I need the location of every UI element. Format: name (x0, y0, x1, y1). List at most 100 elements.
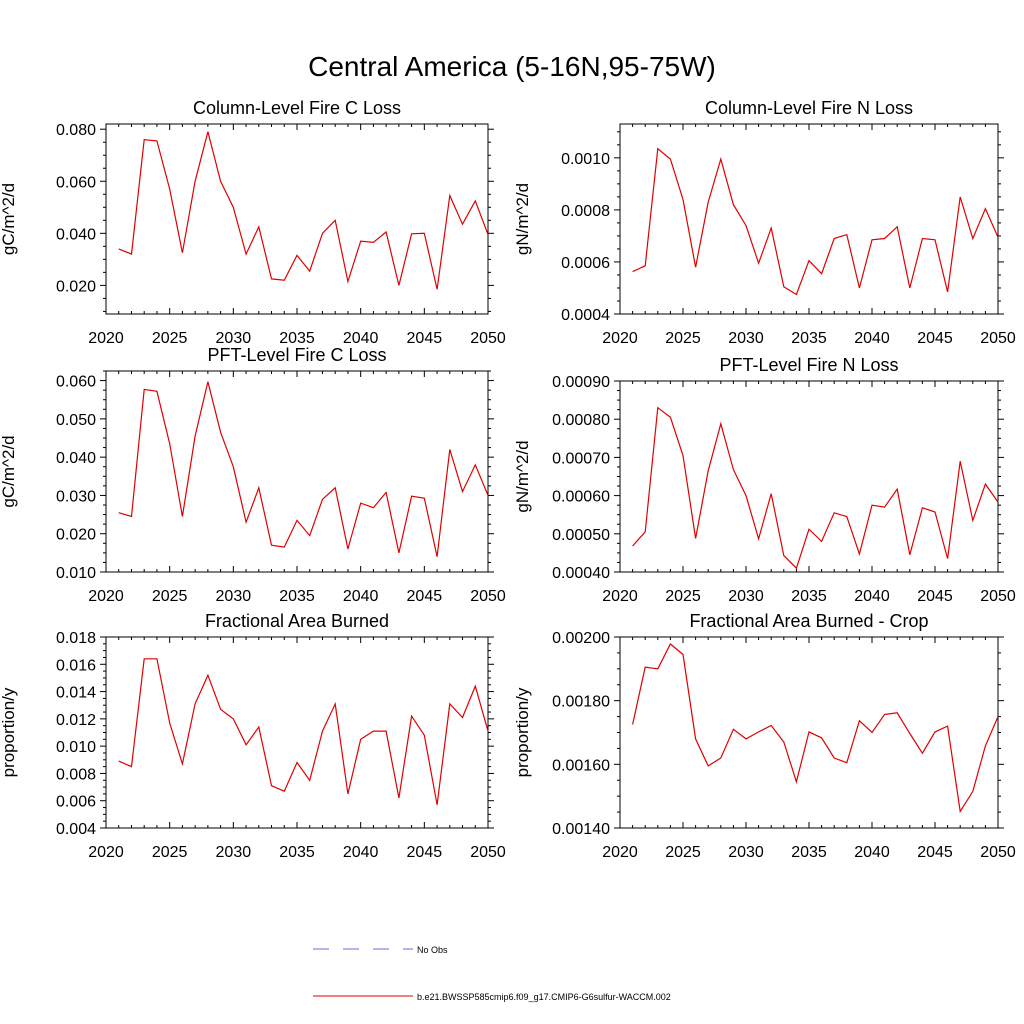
series-line (632, 643, 999, 814)
y-tick-label: 0.006 (56, 794, 96, 811)
x-tick-label: 2025 (152, 588, 188, 605)
chart-panel: Fractional Area Burned - Crop proportion/… (513, 611, 1016, 861)
series-line (118, 381, 489, 557)
y-tick-label: 0.080 (56, 122, 96, 139)
y-tick-label: 0.00070 (552, 450, 610, 467)
y-tick-label: 0.0010 (561, 151, 610, 168)
series-line (632, 147, 999, 296)
series-line (632, 406, 999, 570)
x-tick-label: 2045 (917, 588, 953, 605)
legend-model-label: b.e21.BWSSP585cmip6.f09_g17.CMIP6-G6sulf… (417, 992, 671, 1002)
y-tick-label: 0.00050 (552, 527, 610, 544)
x-tick-label: 2025 (665, 844, 701, 861)
x-tick-label: 2050 (980, 588, 1016, 605)
y-tick-label: 0.050 (56, 412, 96, 429)
panel-title: Column-Level Fire N Loss (705, 98, 913, 118)
x-tick-label: 2050 (980, 844, 1016, 861)
x-tick-label: 2030 (728, 330, 764, 347)
y-tick-label: 0.00180 (552, 694, 610, 711)
x-tick-label: 2025 (665, 330, 701, 347)
y-tick-label: 0.030 (56, 488, 96, 505)
y-tick-label: 0.00090 (552, 374, 610, 391)
x-tick-label: 2050 (470, 330, 506, 347)
x-tick-label: 2035 (791, 844, 827, 861)
x-tick-label: 2020 (602, 588, 638, 605)
x-tick-label: 2045 (917, 844, 953, 861)
chart-panel: Column-Level Fire C Loss gC/m^2/d 2020 2025… (0, 98, 506, 347)
y-tick-label: 0.018 (56, 630, 96, 647)
plot-frame (105, 123, 489, 315)
x-tick-label: 2035 (791, 588, 827, 605)
series-line (118, 658, 489, 805)
y-axis-label: gN/m^2/d (513, 183, 532, 255)
x-tick-label: 2035 (279, 588, 315, 605)
y-tick-label: 0.00160 (552, 757, 610, 774)
x-tick-label: 2025 (665, 588, 701, 605)
y-tick-label: 0.00200 (552, 630, 610, 647)
y-tick-label: 0.0008 (561, 203, 610, 220)
y-tick-label: 0.012 (56, 712, 96, 729)
series-line (118, 131, 489, 290)
legend: No Obs b.e21.BWSSP585cmip6.f09_g17.CMIP6… (313, 945, 671, 1002)
panel-title: Column-Level Fire C Loss (193, 98, 401, 118)
x-tick-label: 2030 (728, 844, 764, 861)
panels-group: Column-Level Fire C Loss gC/m^2/d 2020 2025… (0, 98, 1016, 861)
x-tick-label: 2045 (917, 330, 953, 347)
y-tick-label: 0.010 (56, 739, 96, 756)
x-tick-label: 2040 (343, 330, 379, 347)
plot-frame (105, 370, 489, 573)
y-tick-label: 0.020 (56, 527, 96, 544)
x-tick-label: 2045 (407, 844, 443, 861)
x-tick-label: 2040 (854, 330, 890, 347)
x-tick-label: 2040 (343, 844, 379, 861)
y-tick-label: 0.008 (56, 766, 96, 783)
y-axis-label: gN/m^2/d (513, 440, 532, 512)
x-tick-label: 2020 (602, 844, 638, 861)
y-tick-label: 0.004 (56, 821, 96, 838)
x-tick-label: 2020 (88, 844, 124, 861)
chart-panel: PFT-Level Fire N Loss gN/m^2/d 2020 2025 203… (513, 355, 1016, 605)
x-tick-label: 2040 (343, 588, 379, 605)
x-tick-label: 2020 (88, 588, 124, 605)
x-tick-label: 2035 (279, 330, 315, 347)
y-axis-label: gC/m^2/d (0, 435, 18, 507)
x-tick-label: 2040 (854, 588, 890, 605)
x-tick-label: 2050 (470, 844, 506, 861)
y-axis-label: gC/m^2/d (0, 183, 18, 255)
figure-title: Central America (5-16N,95-75W) (308, 51, 716, 82)
panel-title: Fractional Area Burned (205, 611, 389, 631)
x-tick-label: 2030 (216, 844, 252, 861)
y-axis-label: proportion/y (0, 687, 18, 777)
y-tick-label: 0.0004 (561, 307, 610, 324)
y-tick-label: 0.040 (56, 450, 96, 467)
y-tick-label: 0.00060 (552, 489, 610, 506)
y-tick-label: 0.00140 (552, 821, 610, 838)
x-tick-label: 2020 (88, 330, 124, 347)
y-axis-label: proportion/y (513, 687, 532, 777)
x-tick-label: 2045 (407, 588, 443, 605)
x-tick-label: 2025 (152, 844, 188, 861)
plot-frame (619, 123, 999, 315)
plot-frame (105, 636, 489, 829)
x-tick-label: 2040 (854, 844, 890, 861)
y-tick-label: 0.014 (56, 685, 96, 702)
chart-panel: Fractional Area Burned proportion/y 2020 20… (0, 611, 506, 861)
y-tick-label: 0.060 (56, 174, 96, 191)
y-tick-label: 0.010 (56, 565, 96, 582)
x-tick-label: 2045 (407, 330, 443, 347)
panel-title: Fractional Area Burned - Crop (689, 611, 928, 631)
legend-no-obs-label: No Obs (417, 945, 448, 955)
x-tick-label: 2025 (152, 330, 188, 347)
x-tick-label: 2050 (470, 588, 506, 605)
plot-frame (619, 380, 999, 573)
x-tick-label: 2030 (216, 588, 252, 605)
chart-panel: PFT-Level Fire C Loss gC/m^2/d 2020 2025 203… (0, 345, 506, 605)
y-tick-label: 0.00040 (552, 565, 610, 582)
panel-title: PFT-Level Fire C Loss (207, 345, 386, 365)
panel-title: PFT-Level Fire N Loss (719, 355, 898, 375)
y-tick-label: 0.00080 (552, 412, 610, 429)
x-tick-label: 2030 (216, 330, 252, 347)
x-tick-label: 2035 (791, 330, 827, 347)
x-tick-label: 2020 (602, 330, 638, 347)
